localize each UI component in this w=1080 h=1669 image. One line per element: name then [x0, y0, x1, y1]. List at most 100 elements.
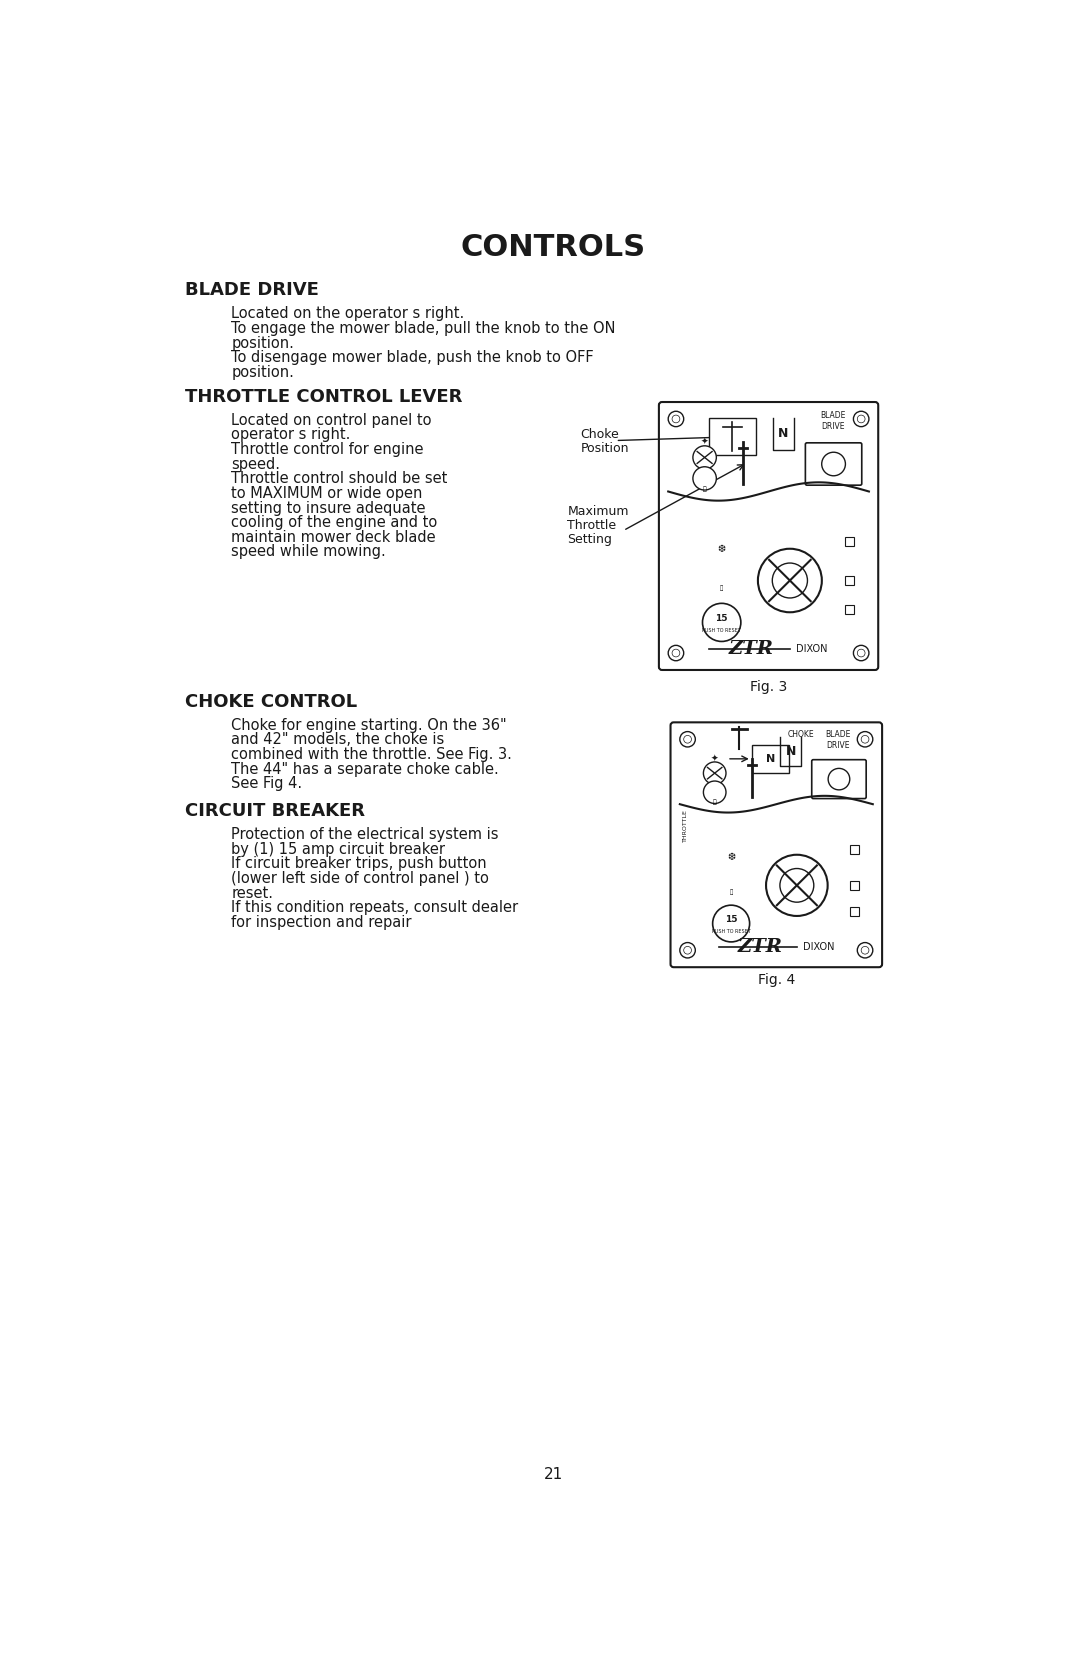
Circle shape [853, 411, 869, 427]
Circle shape [702, 603, 741, 641]
Text: reset.: reset. [231, 886, 273, 901]
Text: BLADE
DRIVE: BLADE DRIVE [825, 729, 851, 749]
Bar [845, 537, 854, 546]
Text: combined with the throttle. See Fig. 3.: combined with the throttle. See Fig. 3. [231, 748, 512, 763]
Circle shape [703, 781, 726, 803]
Circle shape [713, 905, 750, 941]
Text: N: N [766, 754, 774, 764]
Text: Located on the operator s right.: Located on the operator s right. [231, 305, 464, 320]
Circle shape [853, 646, 869, 661]
Text: and 42" models, the choke is: and 42" models, the choke is [231, 733, 445, 748]
Text: 🐢: 🐢 [729, 890, 732, 895]
Circle shape [861, 946, 869, 955]
Text: BLADE DRIVE: BLADE DRIVE [186, 280, 319, 299]
Bar [850, 881, 859, 890]
FancyBboxPatch shape [812, 759, 866, 798]
Text: THROTTLE: THROTTLE [684, 809, 688, 843]
Circle shape [858, 943, 873, 958]
Circle shape [703, 763, 726, 784]
Circle shape [758, 549, 822, 613]
FancyBboxPatch shape [659, 402, 878, 669]
Text: 🐢: 🐢 [720, 586, 724, 591]
Text: PUSH TO RESET: PUSH TO RESET [702, 629, 741, 634]
Text: Located on control panel to: Located on control panel to [231, 412, 432, 427]
Text: Choke: Choke [581, 429, 619, 441]
Text: THROTTLE CONTROL LEVER: THROTTLE CONTROL LEVER [186, 389, 462, 406]
Circle shape [684, 946, 691, 955]
Bar [752, 744, 788, 773]
Text: ✦: ✦ [711, 754, 718, 763]
Text: ❆: ❆ [727, 851, 735, 861]
Circle shape [822, 452, 846, 476]
Circle shape [669, 411, 684, 427]
Text: Throttle: Throttle [567, 519, 617, 532]
Circle shape [669, 646, 684, 661]
Circle shape [828, 768, 850, 789]
Text: 🐢: 🐢 [703, 486, 706, 492]
Bar [845, 576, 854, 586]
Text: If circuit breaker trips, push button: If circuit breaker trips, push button [231, 856, 487, 871]
Text: See Fig 4.: See Fig 4. [231, 776, 302, 791]
Bar [845, 604, 854, 614]
Text: to MAXIMUM or wide open: to MAXIMUM or wide open [231, 486, 422, 501]
Circle shape [766, 855, 827, 916]
Circle shape [858, 416, 865, 422]
FancyBboxPatch shape [671, 723, 882, 968]
Text: position.: position. [231, 366, 294, 381]
Text: 15: 15 [725, 915, 738, 925]
Circle shape [693, 446, 716, 469]
FancyBboxPatch shape [806, 442, 862, 486]
Circle shape [684, 736, 691, 743]
Text: N: N [779, 427, 788, 441]
Text: N: N [785, 744, 796, 758]
Text: position.: position. [231, 335, 294, 350]
Bar [850, 906, 859, 916]
Text: ✦: ✦ [701, 437, 708, 446]
Text: CHOKE CONTROL: CHOKE CONTROL [186, 693, 357, 711]
Text: To disengage mower blade, push the knob to OFF: To disengage mower blade, push the knob … [231, 350, 594, 366]
Text: To engage the mower blade, pull the knob to the ON: To engage the mower blade, pull the knob… [231, 320, 616, 335]
Text: Fig. 4: Fig. 4 [758, 973, 795, 988]
Text: setting to insure adequate: setting to insure adequate [231, 501, 426, 516]
Circle shape [672, 649, 679, 658]
Bar [850, 845, 859, 855]
Text: CHOKE: CHOKE [787, 731, 814, 739]
Text: Fig. 3: Fig. 3 [750, 679, 787, 694]
Text: maintain mower deck blade: maintain mower deck blade [231, 529, 436, 544]
Circle shape [858, 649, 865, 658]
Text: speed.: speed. [231, 457, 280, 472]
Text: Choke for engine starting. On the 36": Choke for engine starting. On the 36" [231, 718, 507, 733]
Circle shape [772, 562, 808, 598]
Text: Maximum: Maximum [567, 506, 629, 517]
Text: Throttle control should be set: Throttle control should be set [231, 471, 447, 486]
Text: 21: 21 [544, 1467, 563, 1482]
Text: BLADE
DRIVE: BLADE DRIVE [820, 411, 846, 431]
Circle shape [858, 731, 873, 748]
Text: cooling of the engine and to: cooling of the engine and to [231, 516, 437, 531]
Text: Position: Position [581, 442, 630, 456]
Text: ❆: ❆ [717, 544, 726, 554]
Text: CIRCUIT BREAKER: CIRCUIT BREAKER [186, 803, 365, 821]
Bar [708, 419, 756, 456]
Text: ZTR: ZTR [738, 938, 782, 956]
Text: 15: 15 [715, 614, 728, 623]
Text: for inspection and repair: for inspection and repair [231, 915, 411, 930]
Circle shape [679, 731, 696, 748]
Circle shape [679, 943, 696, 958]
Circle shape [672, 416, 679, 422]
Text: speed while mowing.: speed while mowing. [231, 544, 386, 559]
Text: 🐢: 🐢 [713, 799, 716, 804]
Circle shape [780, 868, 814, 903]
Text: DIXON: DIXON [804, 943, 835, 953]
Text: PUSH TO RESET: PUSH TO RESET [712, 930, 751, 935]
Text: The 44" has a separate choke cable.: The 44" has a separate choke cable. [231, 761, 499, 776]
Text: operator s right.: operator s right. [231, 427, 351, 442]
Circle shape [693, 467, 716, 491]
Text: CONTROLS: CONTROLS [461, 232, 646, 262]
Text: Setting: Setting [567, 532, 612, 546]
Text: If this condition repeats, consult dealer: If this condition repeats, consult deale… [231, 900, 518, 915]
Text: Throttle control for engine: Throttle control for engine [231, 442, 423, 457]
Text: Protection of the electrical system is: Protection of the electrical system is [231, 828, 499, 843]
Text: ZTR: ZTR [729, 639, 774, 658]
Text: (lower left side of control panel ) to: (lower left side of control panel ) to [231, 871, 489, 886]
